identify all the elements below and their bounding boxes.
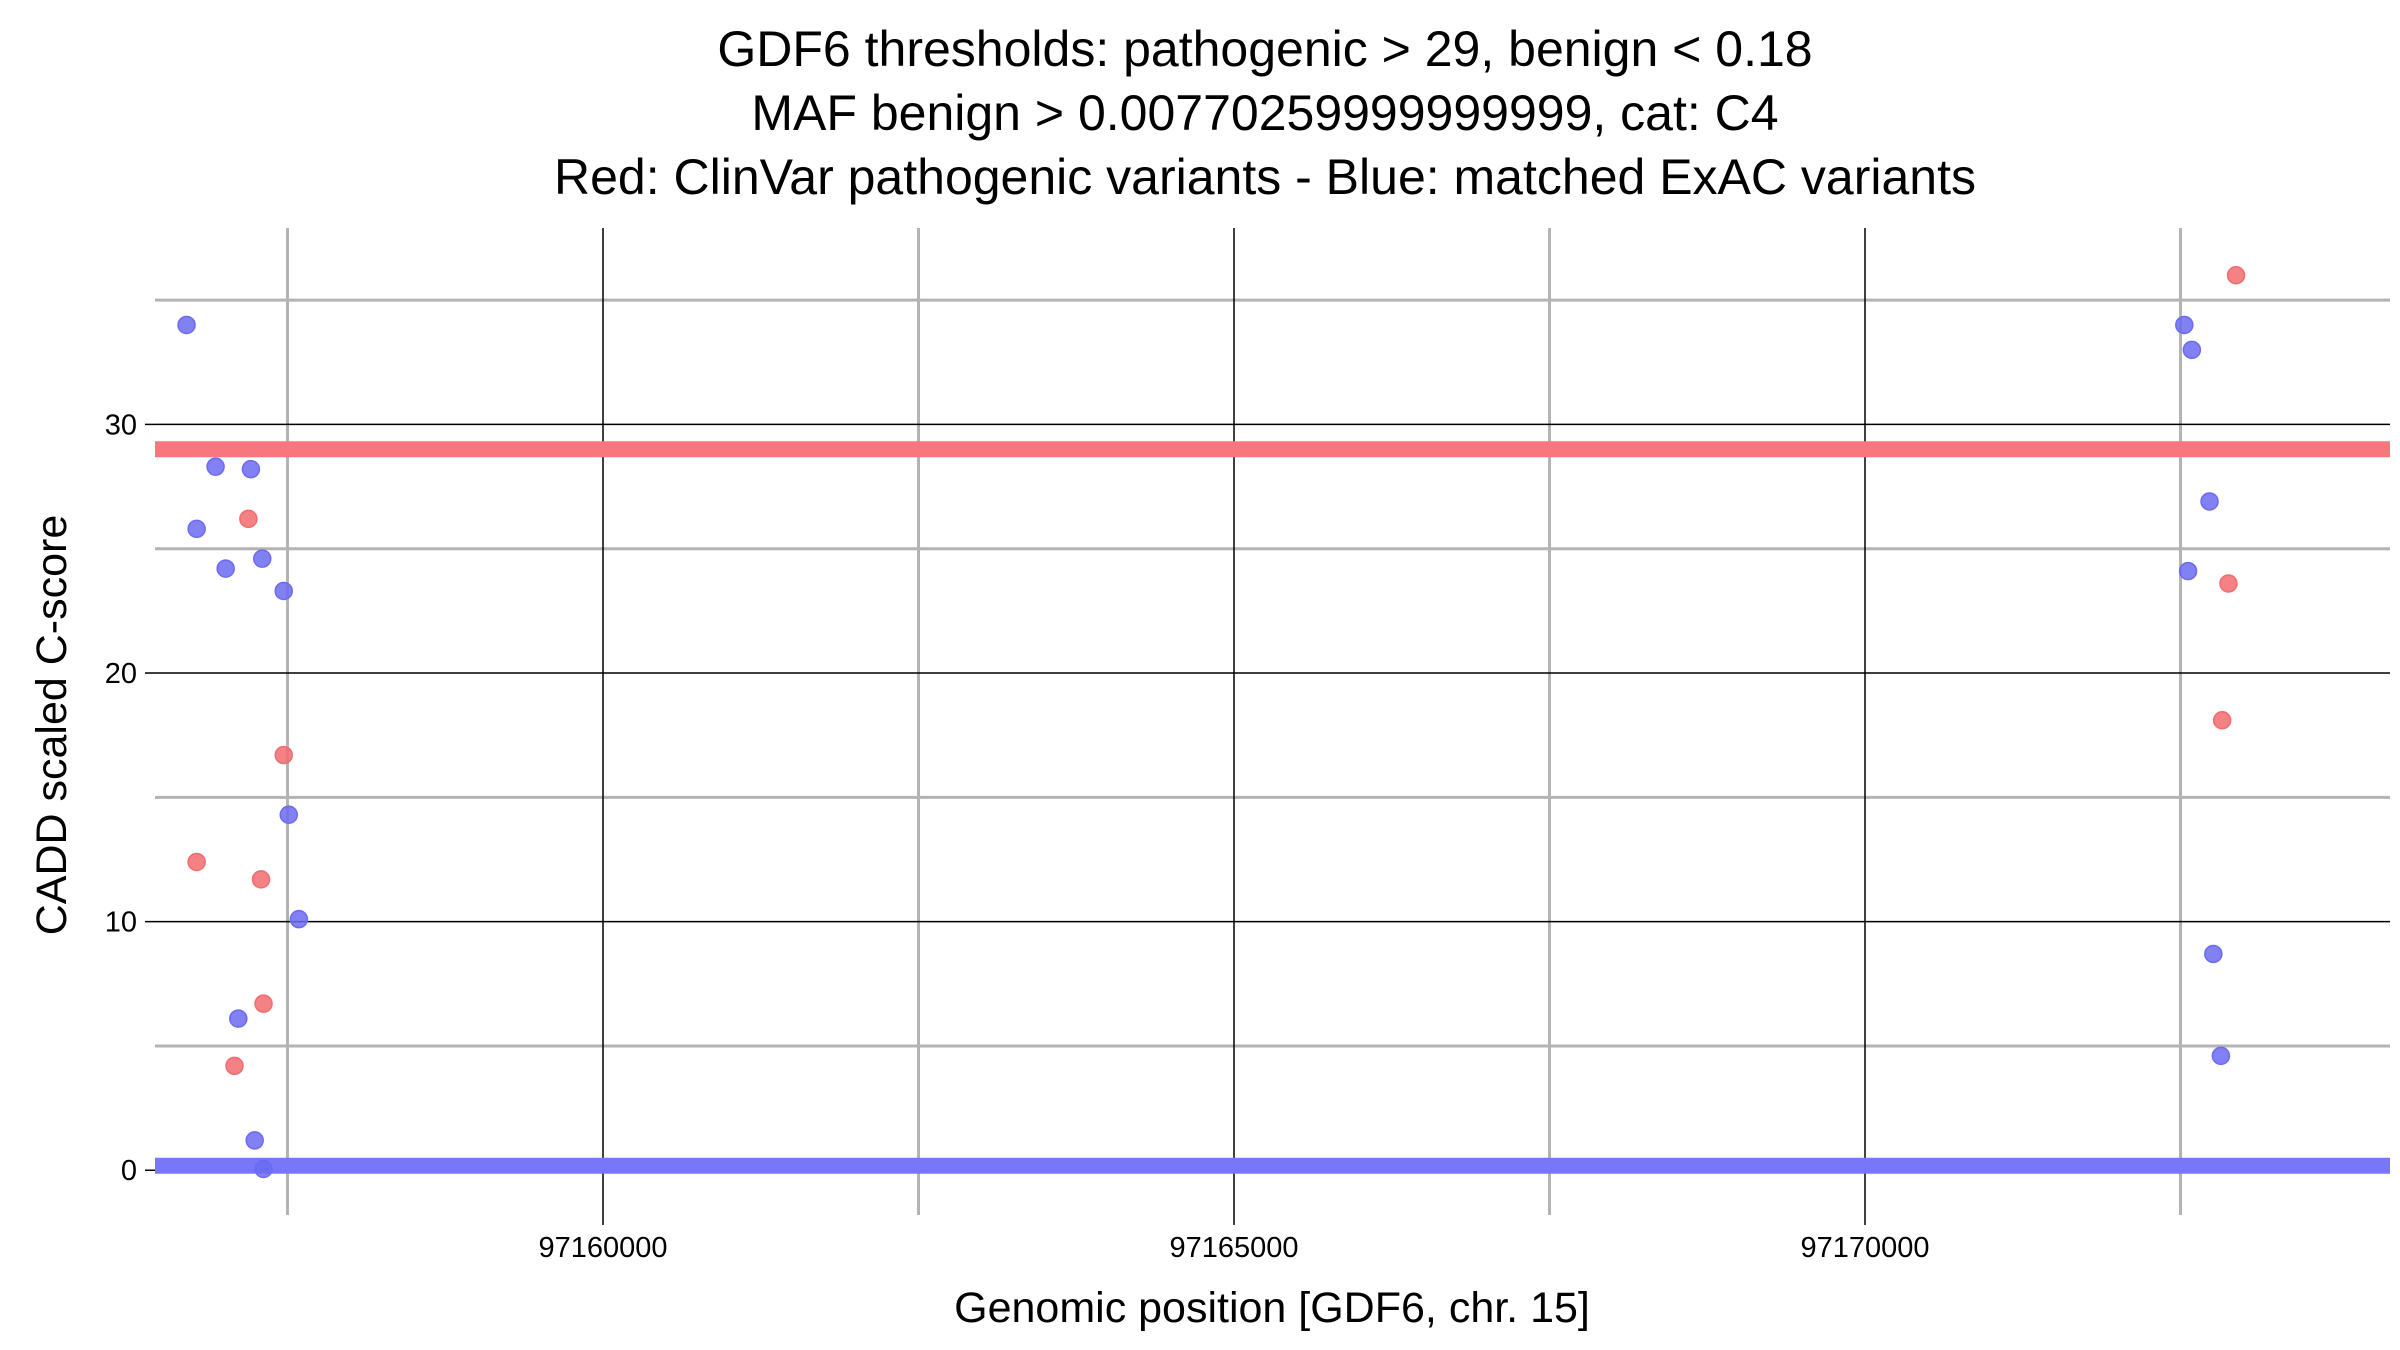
x-axis: 97160000 97165000 97170000 (538, 1215, 1930, 1264)
data-point-s2-14 (2178, 561, 2198, 581)
data-point-s2-13 (2175, 315, 2194, 335)
data-point-s2-16 (2200, 492, 2219, 511)
threshold-lines (155, 441, 2390, 1174)
data-point-s2-17 (2204, 944, 2223, 964)
chart-title: GDF6 thresholds: pathogenic > 29, benign… (554, 21, 1976, 205)
x-axis-label: Genomic position [GDF6, chr. 15] (954, 1284, 1590, 1332)
data-point-s2-2 (187, 519, 206, 539)
data-point-s1-1 (187, 852, 206, 872)
x-tick-label-1: 97160000 (538, 1232, 667, 1264)
data-point-s2-15 (2182, 340, 2202, 360)
x-tick-label-3: 97170000 (1800, 1232, 1929, 1264)
data-point-s2-10 (274, 581, 293, 601)
data-point-s1-2 (225, 1056, 244, 1076)
y-tick-label-4: 30 (105, 409, 137, 441)
data-point-s1-7 (2212, 711, 2232, 730)
plot-gridlines (155, 228, 2390, 1215)
title-line-2: MAF benign > 0.00770259999999999, cat: C… (751, 85, 1778, 141)
data-point-s1-6 (274, 745, 293, 765)
data-point-s1-8 (2219, 574, 2238, 593)
data-point-s2-6 (241, 459, 261, 479)
data-points (177, 265, 2246, 1179)
data-point-s2-5 (229, 1009, 248, 1028)
data-point-s2-3 (206, 457, 225, 476)
y-axis-label: CADD scaled C-score (28, 515, 76, 936)
title-line-3: Red: ClinVar pathogenic variants - Blue:… (554, 149, 1976, 205)
data-point-s1-9 (2226, 265, 2246, 285)
data-point-s2-18 (2211, 1046, 2231, 1066)
data-point-s2-4 (216, 559, 235, 578)
data-point-s1-4 (251, 870, 271, 889)
y-tick-label-2: 10 (105, 907, 137, 939)
data-point-s2-1 (177, 315, 196, 335)
data-point-s2-7 (245, 1131, 264, 1150)
data-point-s1-3 (239, 509, 258, 529)
data-point-s2-11 (279, 805, 299, 824)
y-tick-label-3: 20 (105, 658, 137, 690)
data-point-s2-9 (254, 1159, 273, 1179)
y-tick-label-1: 0 (121, 1155, 137, 1187)
y-axis: 0 10 20 30 (105, 409, 155, 1187)
x-tick-label-2: 97165000 (1169, 1232, 1298, 1264)
data-point-s2-12 (289, 909, 309, 929)
data-point-s1-5 (254, 994, 273, 1013)
title-line-1: GDF6 thresholds: pathogenic > 29, benign… (717, 21, 1812, 77)
data-point-s2-8 (253, 549, 272, 568)
